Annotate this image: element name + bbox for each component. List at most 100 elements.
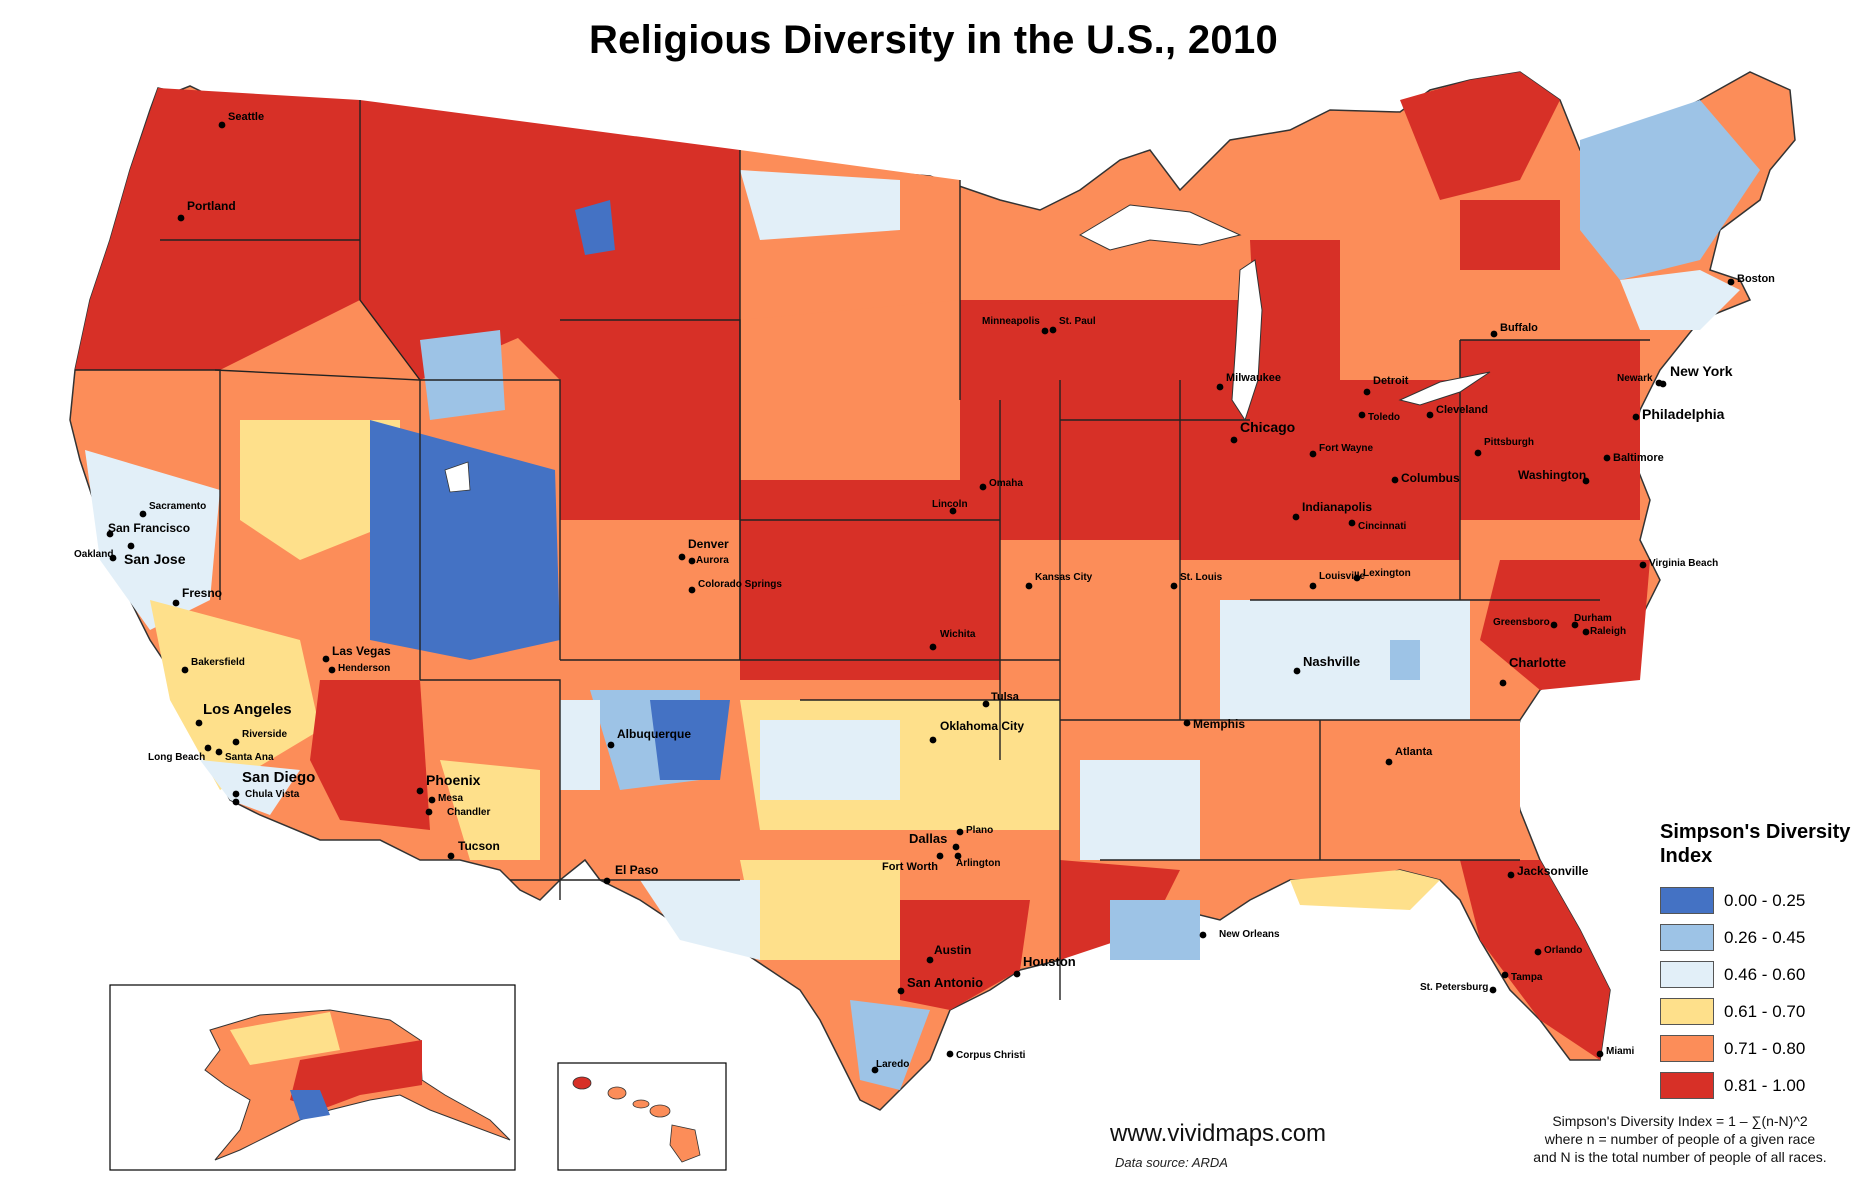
city-dot-raleigh	[1582, 628, 1590, 636]
city-dot-oakland	[109, 554, 117, 562]
city-label-boston: Boston	[1737, 273, 1775, 285]
city-label-new-orleans: New Orleans	[1219, 929, 1280, 940]
formula-line3: and N is the total number of people of a…	[1533, 1149, 1827, 1165]
diversity-region	[850, 1000, 930, 1090]
diversity-region	[1220, 600, 1470, 720]
city-label-austin: Austin	[934, 943, 971, 957]
city-dot-austin	[926, 956, 934, 964]
city-label-detroit: Detroit	[1373, 375, 1409, 387]
city-dot-santa-ana	[215, 748, 223, 756]
city-dot-milwaukee	[1216, 383, 1224, 391]
city-dot-el-paso	[603, 877, 611, 885]
city-dot-wichita	[929, 643, 937, 651]
city-label-washington: Washington	[1518, 468, 1586, 482]
diversity-region	[360, 100, 740, 380]
legend-item: 0.81 - 1.00	[1660, 1067, 1860, 1104]
legend-title-line1: Simpson's Diversity	[1660, 821, 1851, 843]
city-dot-aurora	[688, 557, 696, 565]
city-label-virginia-beach: Virginia Beach	[1649, 558, 1718, 569]
city-label-atlanta: Atlanta	[1395, 746, 1433, 758]
legend-item: 0.46 - 0.60	[1660, 956, 1860, 993]
data-source: Data source: ARDA	[1115, 1155, 1228, 1170]
city-dot-pittsburgh	[1474, 449, 1482, 457]
city-label-las-vegas: Las Vegas	[332, 644, 391, 658]
city-label-sacramento: Sacramento	[149, 501, 206, 512]
city-dot-arlington	[954, 852, 962, 860]
city-label-durham: Durham	[1574, 613, 1612, 624]
city-label-lincoln: Lincoln	[932, 499, 968, 510]
city-dot-chandler	[425, 808, 433, 816]
diversity-region	[900, 900, 1030, 1010]
city-dot-san-antonio	[897, 987, 905, 995]
city-dot-chula-vista	[232, 798, 240, 806]
city-label-san-diego: San Diego	[242, 769, 315, 786]
city-label-toledo: Toledo	[1368, 412, 1400, 423]
city-label-milwaukee: Milwaukee	[1226, 372, 1281, 384]
city-dot-sacramento	[139, 510, 147, 518]
city-label-phoenix: Phoenix	[426, 772, 481, 788]
diversity-region	[1460, 200, 1560, 270]
city-label-miami: Miami	[1606, 1046, 1635, 1057]
diversity-region	[370, 420, 560, 660]
city-dot-orlando	[1534, 948, 1542, 956]
city-label-newark: Newark	[1617, 373, 1653, 384]
legend-title: Simpson's Diversity Index	[1660, 820, 1860, 868]
city-dot-st-paul	[1049, 326, 1057, 334]
website-label: www.vividmaps.com	[1110, 1120, 1327, 1147]
city-label-fresno: Fresno	[182, 586, 222, 600]
city-dot-seattle	[218, 121, 226, 129]
city-label-tucson: Tucson	[458, 839, 500, 853]
city-dot-lexington	[1353, 574, 1361, 582]
city-label-bakersfield: Bakersfield	[191, 657, 245, 668]
city-dot-omaha	[979, 483, 987, 491]
city-dot-bakersfield	[181, 666, 189, 674]
hawaii-islands	[572, 1076, 701, 1163]
city-dot-tulsa	[982, 700, 990, 708]
city-label-chicago: Chicago	[1240, 419, 1295, 435]
city-dot-kansas-city	[1025, 582, 1033, 590]
city-label-seattle: Seattle	[228, 111, 264, 123]
city-label-pittsburgh: Pittsburgh	[1484, 437, 1534, 448]
city-label-dallas: Dallas	[909, 831, 947, 846]
city-dot-long-beach	[204, 744, 212, 752]
diversity-region	[1480, 560, 1650, 690]
lake-michigan	[1231, 259, 1263, 422]
county-color-patches	[75, 72, 1760, 1090]
city-dot-cleveland	[1426, 411, 1434, 419]
city-label-long-beach: Long Beach	[148, 752, 205, 763]
city-label-riverside: Riverside	[242, 729, 287, 740]
city-label-baltimore: Baltimore	[1613, 452, 1664, 464]
diversity-region	[150, 600, 320, 790]
city-dot-buffalo	[1490, 330, 1498, 338]
legend-rows: 0.00 - 0.25 0.26 - 0.45 0.46 - 0.60 0.61 - …	[1660, 882, 1860, 1104]
diversity-region	[1460, 860, 1610, 1060]
city-dot-san-francisco	[106, 530, 114, 538]
legend: Simpson's Diversity Index 0.00 - 0.25 0.2…	[1660, 820, 1860, 1104]
city-label-aurora: Aurora	[696, 555, 729, 566]
city-dot-miami	[1596, 1050, 1604, 1058]
city-label-louisville: Louisville	[1319, 571, 1366, 582]
city-label-fort-wayne: Fort Wayne	[1319, 443, 1374, 454]
city-label-orlando: Orlando	[1544, 945, 1582, 956]
diversity-region	[1460, 340, 1640, 520]
city-label-new-york: New York	[1670, 363, 1733, 379]
state-boundaries	[75, 100, 1650, 1000]
alaska-patch-yellow	[230, 1012, 340, 1065]
diversity-region	[1180, 380, 1460, 560]
formula-line2: where n = number of people of a given ra…	[1544, 1131, 1816, 1147]
city-dot-henderson	[328, 666, 336, 674]
formula-line1: Simpson's Diversity Index = 1 – ∑(n-N)^2	[1552, 1113, 1808, 1129]
city-dot-baltimore	[1603, 454, 1611, 462]
legend-label: 0.81 - 1.00	[1724, 1075, 1806, 1095]
city-dot-oklahoma-city	[929, 736, 937, 744]
city-label-oklahoma-city: Oklahoma City	[940, 719, 1024, 733]
city-dot-louisville	[1309, 582, 1317, 590]
city-label-santa-ana: Santa Ana	[225, 752, 274, 763]
city-dot-san-jose	[127, 542, 135, 550]
diversity-region	[1080, 760, 1200, 860]
city-label-st-petersburg: St. Petersburg	[1420, 982, 1488, 993]
city-label-san-jose: San Jose	[124, 551, 186, 567]
city-dot-memphis	[1183, 719, 1191, 727]
city-label-corpus-christi: Corpus Christi	[956, 1050, 1026, 1061]
